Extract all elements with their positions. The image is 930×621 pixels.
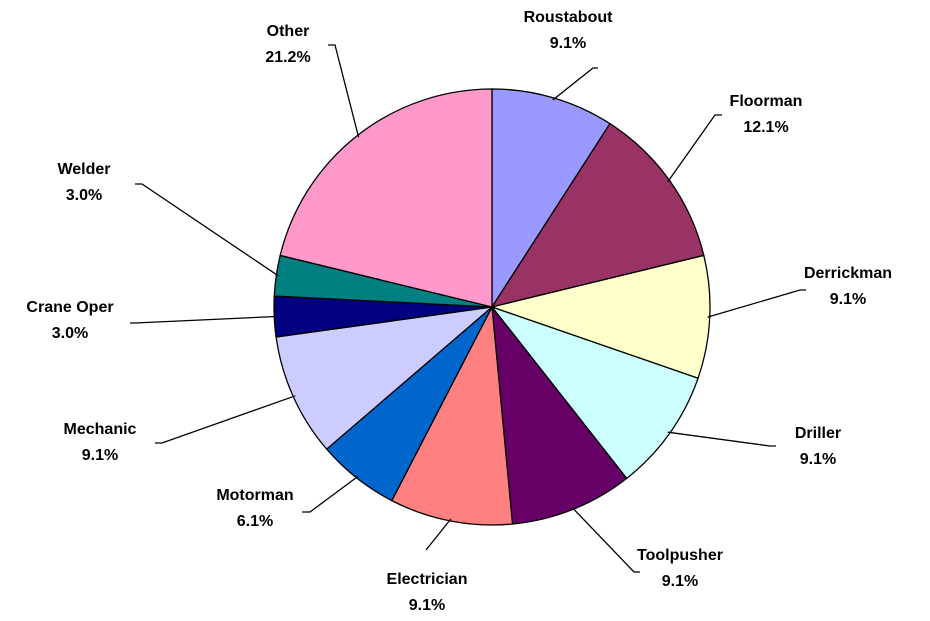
- leader-line: [707, 289, 806, 318]
- leader-line: [425, 518, 452, 551]
- pie-slice: [490, 305, 699, 480]
- value-label: 3.0%: [66, 187, 102, 204]
- leader-line: [667, 114, 722, 183]
- value-label: 21.2%: [265, 49, 310, 66]
- slice-label: Crane Oper: [26, 299, 113, 316]
- value-label: 6.1%: [237, 513, 273, 530]
- slice-label: Other: [267, 23, 310, 40]
- pie-slice: [390, 304, 514, 526]
- slice-label: Electrician: [387, 571, 468, 588]
- slice-label: Derrickman: [804, 265, 892, 282]
- value-label: 9.1%: [662, 573, 698, 590]
- value-label: 3.0%: [52, 325, 88, 342]
- value-label: 9.1%: [800, 451, 836, 468]
- leader-line: [130, 315, 277, 324]
- pie-slice: [279, 88, 493, 308]
- pie-slice: [490, 122, 705, 309]
- leader-line: [328, 44, 360, 138]
- slice-label: Motorman: [216, 487, 293, 504]
- leader-line: [155, 395, 296, 444]
- leader-line: [302, 475, 359, 513]
- slice-label: Welder: [57, 161, 110, 178]
- leader-line: [552, 67, 598, 101]
- slice-label: Floorman: [730, 93, 803, 110]
- slice-label: Mechanic: [64, 421, 137, 438]
- value-label: 9.1%: [82, 447, 118, 464]
- value-label: 12.1%: [743, 119, 788, 136]
- slice-label: Roustabout: [524, 9, 614, 26]
- leader-line: [667, 431, 776, 447]
- value-label: 9.1%: [409, 597, 445, 614]
- slice-label: Driller: [795, 425, 841, 442]
- leader-line: [135, 183, 279, 277]
- pie-slice: [491, 304, 628, 525]
- pie-slice: [489, 254, 711, 380]
- value-label: 9.1%: [830, 291, 866, 308]
- value-label: 9.1%: [550, 35, 586, 52]
- leader-line: [571, 506, 640, 573]
- pie-slice: [491, 88, 611, 310]
- slice-label: Toolpusher: [637, 547, 723, 564]
